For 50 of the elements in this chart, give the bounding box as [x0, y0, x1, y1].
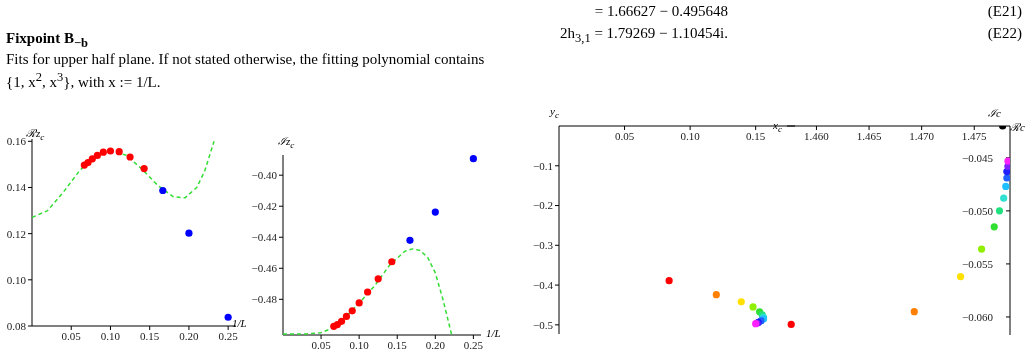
y-tick-label: −0.4	[533, 278, 554, 291]
x-tick-label: 0.05	[61, 329, 82, 342]
x-tick-label: 0.20	[425, 338, 446, 351]
x-tick-label: 0.05	[614, 129, 635, 142]
y-tick-label: −0.40	[251, 169, 278, 182]
y-tick-label: 0.10	[6, 273, 27, 286]
x-tick-label: 0.15	[746, 129, 766, 142]
x-tick-label: 0.25	[463, 338, 484, 351]
text: (E21)	[987, 3, 1022, 20]
y-tick-label: −0.055	[962, 257, 994, 270]
x-tick-label: 0.25	[218, 329, 239, 342]
y-axis-title: y$_{c}$	[550, 105, 559, 121]
y-tick-label: −0.44	[251, 231, 278, 244]
y-tick-label: −0.48	[251, 293, 278, 306]
x-tick-label: 0.10	[349, 338, 370, 351]
x-tick-label: 0.15	[140, 329, 160, 342]
y-tick-label: 0.08	[6, 319, 27, 332]
y-tick-label: −0.2	[533, 199, 553, 212]
x-tick-label: 0.20	[179, 329, 200, 342]
y-tick-label: 0.12	[6, 227, 26, 240]
x-tick-label: 0.10	[100, 329, 121, 342]
y-tick-label: −0.060	[962, 310, 994, 323]
x-axis-title: ℛc	[1010, 120, 1025, 134]
x-axis-title: 1/L	[232, 317, 247, 329]
y-tick-label: −0.46	[251, 262, 278, 275]
x-tick-label: 1.475	[961, 129, 988, 142]
y-tick-label: −0.3	[533, 239, 554, 252]
x-axis-title: x$_{c}$	[773, 119, 782, 135]
x-tick-label: 0.10	[680, 129, 701, 142]
text: 2h$_{3,1}$ = 1.79269 − 1.10454i.	[560, 25, 728, 46]
chart-title: Fixpoint B$_{−b}$	[6, 30, 89, 51]
y-tick-label: −0.1	[533, 159, 553, 172]
x-tick-label: 1.465	[856, 129, 882, 142]
y-tick-label: 0.16	[6, 135, 27, 148]
y-tick-label: −0.5	[533, 318, 554, 331]
y-tick-label: −0.42	[251, 200, 277, 213]
x-tick-label: 0.15	[387, 338, 408, 351]
x-tick-label: 0.05	[311, 338, 332, 351]
y-axis-title: ℐc	[988, 106, 1001, 120]
y-tick-label: −0.045	[962, 151, 994, 164]
y-tick-label: 0.14	[6, 181, 27, 194]
y-axis-title: ℐz$_{c}$	[278, 134, 295, 151]
text: = 1.66627 − 0.495648	[594, 3, 728, 20]
y-tick-label: −0.050	[962, 204, 994, 217]
x-tick-label: 1.460	[804, 129, 830, 142]
text: Fits for upper half plane. If not stated otherwise, the fitting polynomial contains {1, x$^{2}$, x$^{3}$}, with x := 1/L.	[6, 50, 486, 91]
y-axis-title: ℛz$_{c}$	[26, 126, 45, 143]
text: (E22)	[987, 25, 1022, 42]
x-axis-title: 1/L	[486, 327, 501, 339]
x-tick-label: 1.470	[909, 129, 935, 142]
